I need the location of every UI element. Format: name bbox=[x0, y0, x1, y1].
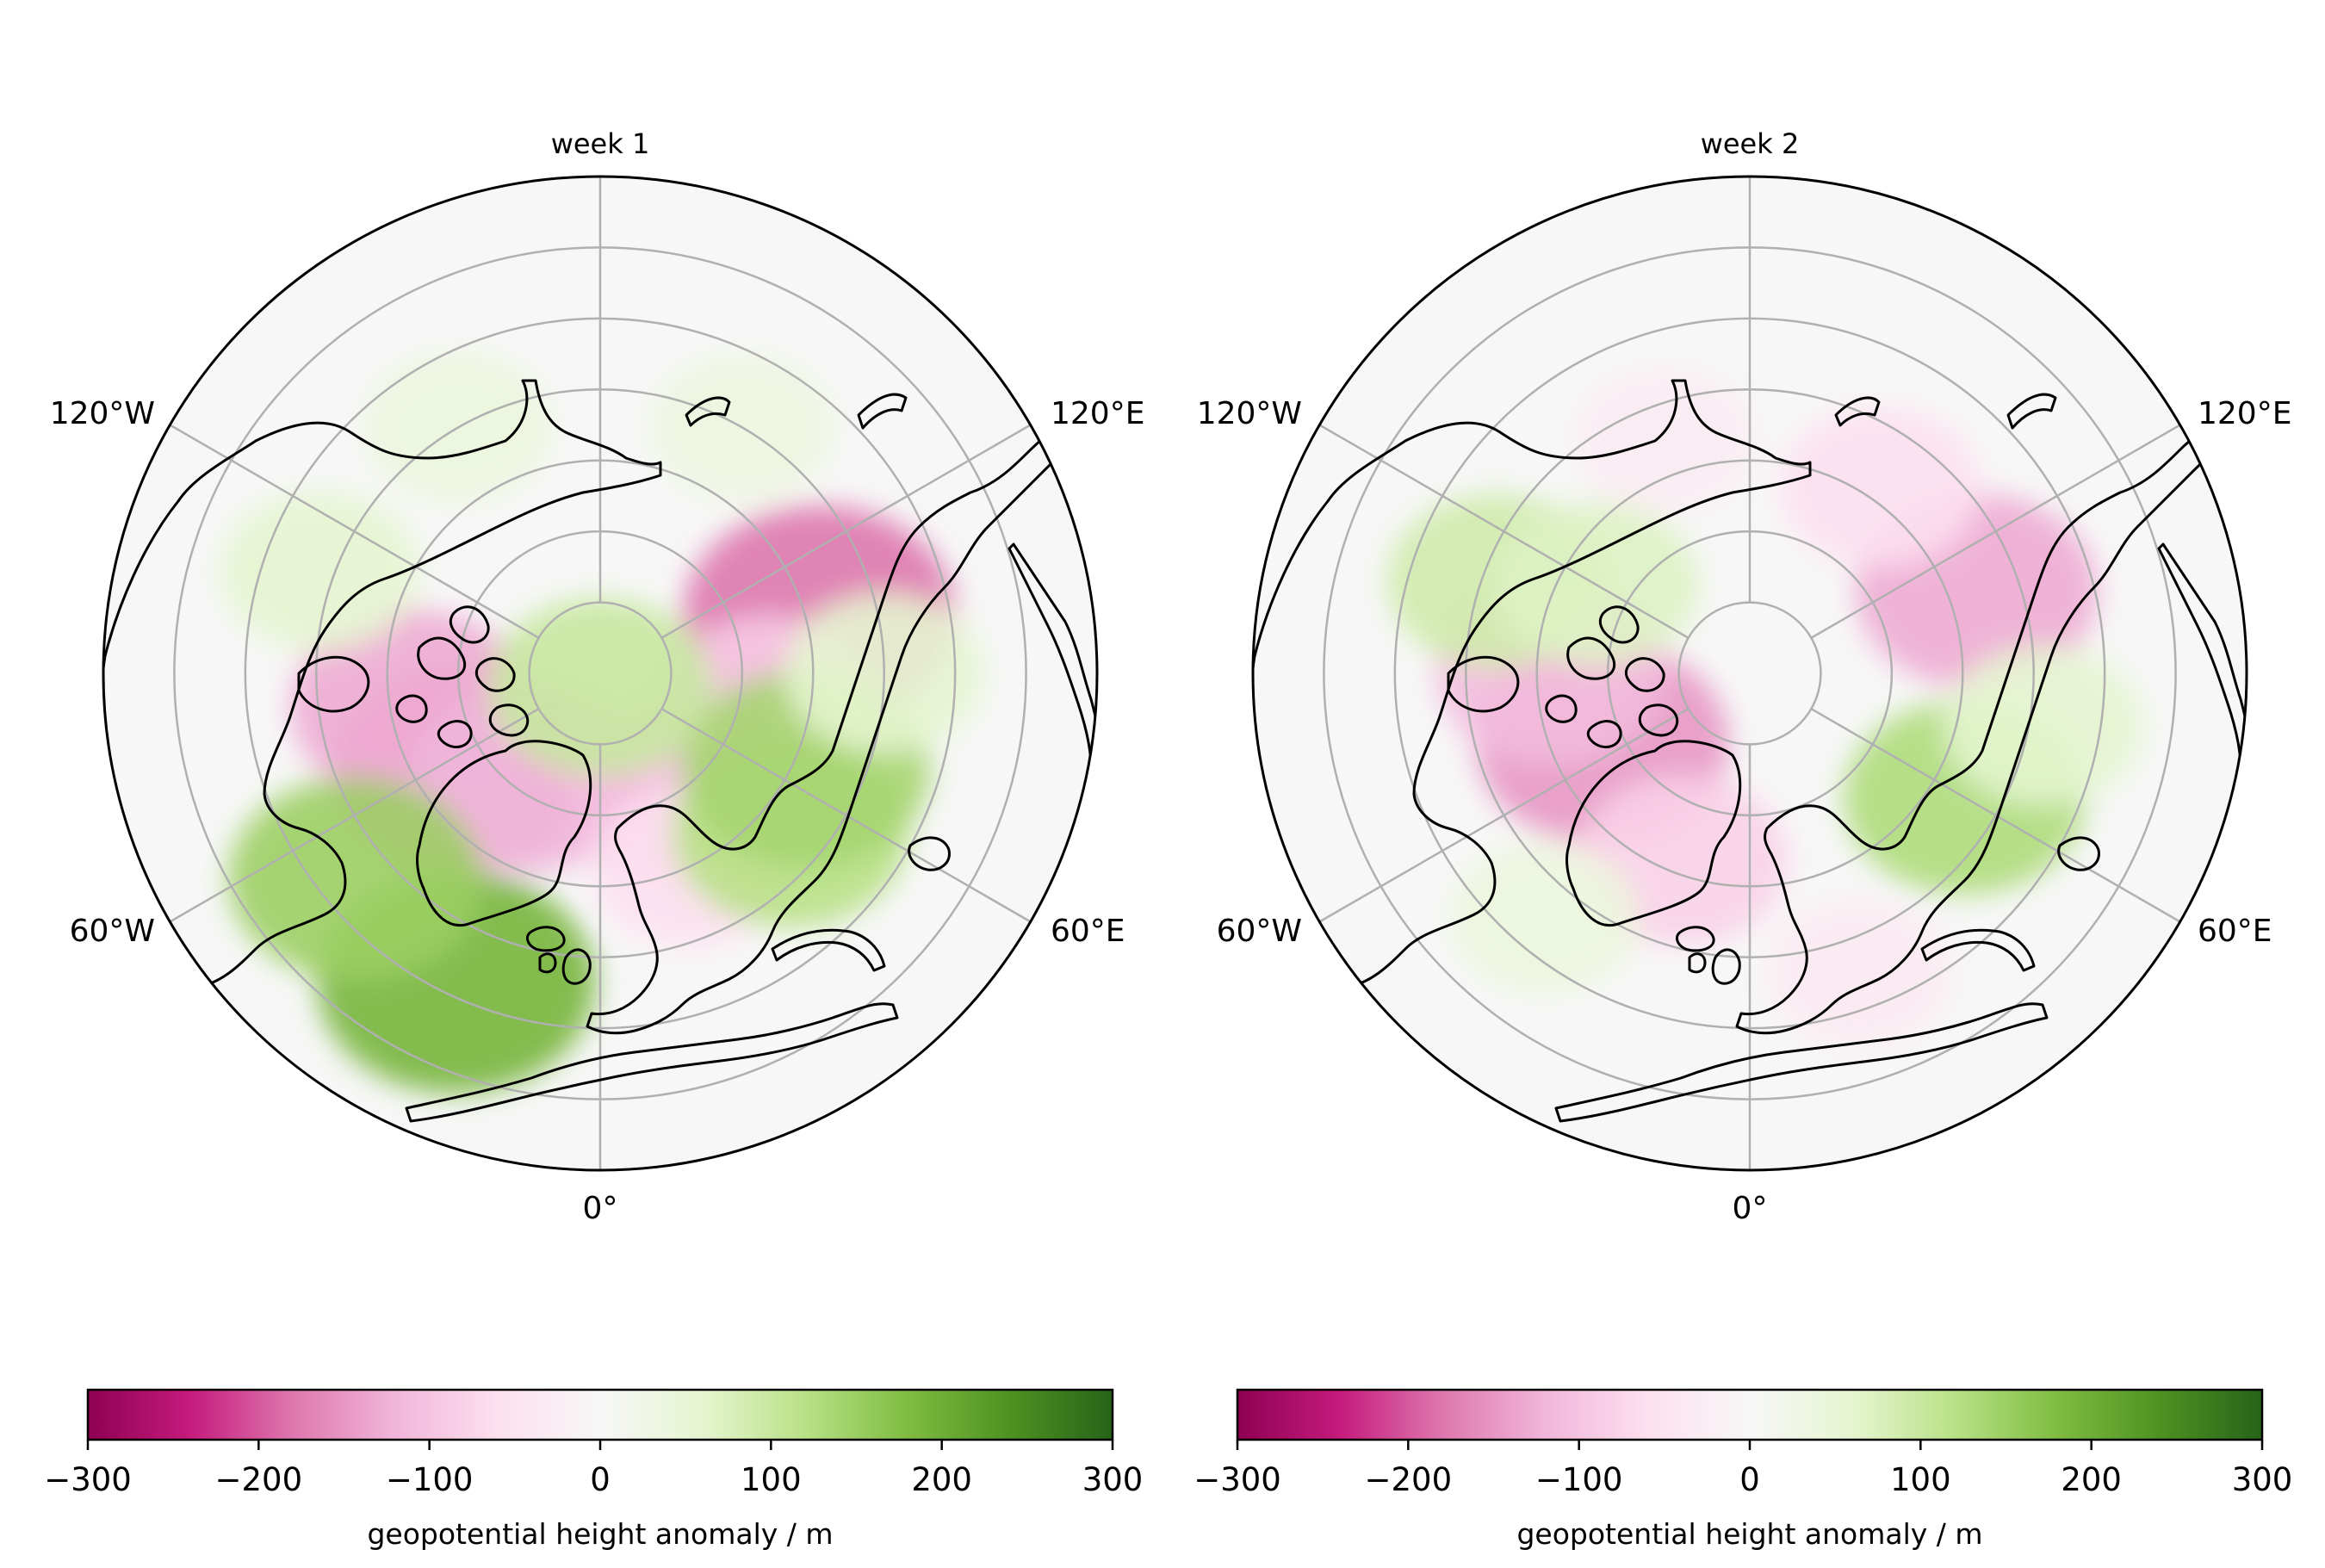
lon-label-120w: 120°W bbox=[1197, 396, 1302, 431]
colorbar-tick-label: 0 bbox=[1739, 1461, 1760, 1498]
colorbar-tick-label: −300 bbox=[44, 1461, 132, 1498]
anomaly-field bbox=[1387, 367, 2143, 1048]
colorbar-gradient bbox=[86, 1388, 1114, 1441]
colorbar-label: geopotential height anomaly / m bbox=[367, 1517, 833, 1551]
colorbar-tick-label: 300 bbox=[1082, 1461, 1144, 1498]
meridian-line bbox=[660, 424, 1032, 639]
lon-label-60e: 60°E bbox=[2198, 914, 2272, 949]
lon-label-120e: 120°E bbox=[1051, 396, 1144, 431]
anomaly-blob bbox=[228, 777, 483, 981]
colorbar-tick-label: 0 bbox=[590, 1461, 611, 1498]
meridian-line bbox=[169, 708, 540, 923]
meridian-line bbox=[1318, 708, 1690, 923]
meridian-line bbox=[660, 708, 1032, 923]
lon-label-0: 0° bbox=[1733, 1191, 1768, 1226]
colorbar-label: geopotential height anomaly / m bbox=[1516, 1517, 1982, 1551]
colorbar-week-2: −300 −200 −100 0 100 200 300 geopotential heig… bbox=[1194, 1388, 2292, 1551]
colorbar-tick-label: 200 bbox=[2061, 1461, 2122, 1498]
colorbar-tick-label: −100 bbox=[386, 1461, 474, 1498]
meridian-line bbox=[1318, 424, 1690, 639]
colorbar-week-1: −300 −200 −100 0 100 200 300 geopotential heig… bbox=[44, 1388, 1143, 1551]
anomaly-blob bbox=[1943, 645, 2143, 805]
colorbar-ticks: −300 −200 −100 0 100 200 300 bbox=[1194, 1440, 2292, 1498]
colorbar-tick-label: −100 bbox=[1535, 1461, 1623, 1498]
graticule bbox=[169, 177, 1032, 1170]
lon-label-60w: 60°W bbox=[70, 914, 155, 949]
panel-title: week 1 bbox=[551, 127, 650, 160]
colorbar-tick-label: 300 bbox=[2232, 1461, 2293, 1498]
anomaly-blob bbox=[1450, 842, 1639, 994]
colorbar-tick-label: −200 bbox=[1365, 1461, 1453, 1498]
colorbar-tick-label: 100 bbox=[741, 1461, 802, 1498]
map-boundary bbox=[1251, 175, 2248, 1172]
lon-label-120e: 120°E bbox=[2198, 396, 2291, 431]
colorbar-tick-label: 100 bbox=[1890, 1461, 1951, 1498]
anomaly-blob bbox=[220, 491, 420, 652]
colorbar-ticks: −300 −200 −100 0 100 200 300 bbox=[44, 1440, 1143, 1498]
meridian-line bbox=[1810, 424, 2181, 639]
panel-title: week 2 bbox=[1701, 127, 1800, 160]
meridian-line bbox=[169, 424, 540, 639]
map-panel-week-1: week 1 120°W 120°E 60°W 60°E 0° bbox=[50, 127, 1145, 1226]
map-panel-week-2: week 2 120°W 120°E 60°W 60°E 0° bbox=[1197, 127, 2292, 1226]
lon-label-60w: 60°W bbox=[1217, 914, 1302, 949]
anomaly-blob bbox=[1766, 899, 1952, 1048]
colorbar-gradient bbox=[1236, 1388, 2264, 1441]
anomaly-blob bbox=[488, 598, 712, 778]
map-boundary bbox=[102, 175, 1099, 1172]
meridian-line bbox=[1810, 708, 2181, 923]
colorbar-tick-label: −300 bbox=[1194, 1461, 1281, 1498]
colorbar-tick-label: −200 bbox=[215, 1461, 303, 1498]
lon-label-60e: 60°E bbox=[1051, 914, 1125, 949]
anomaly-blob bbox=[1780, 407, 1981, 567]
colorbar-tick-label: 200 bbox=[911, 1461, 972, 1498]
lon-label-120w: 120°W bbox=[50, 396, 155, 431]
lon-label-0: 0° bbox=[583, 1191, 618, 1226]
anomaly-blob bbox=[1573, 367, 1756, 513]
graticule bbox=[1318, 177, 2181, 1170]
